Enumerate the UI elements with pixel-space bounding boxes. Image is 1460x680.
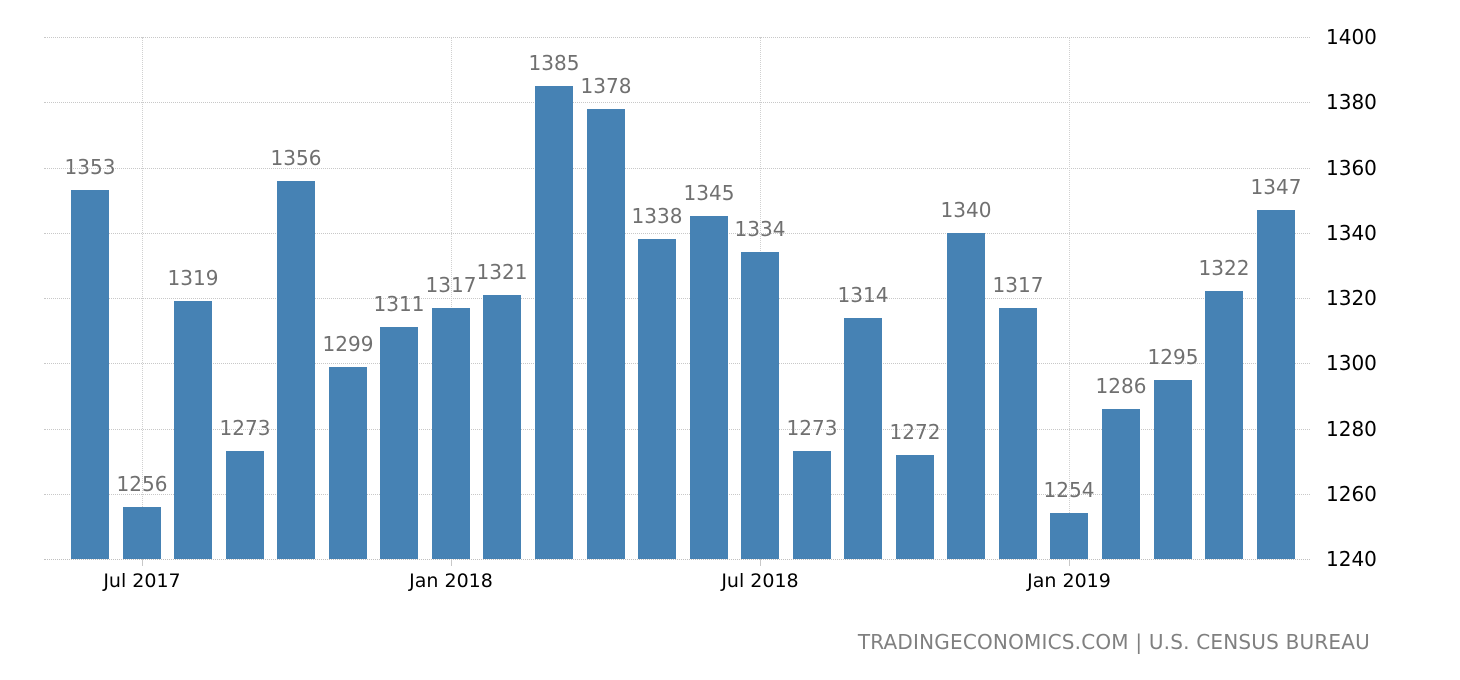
bar-value-label: 1273	[219, 416, 271, 440]
bar	[1050, 513, 1088, 559]
bar-value-label: 1338	[631, 204, 683, 228]
source-attribution: TRADINGECONOMICS.COM | U.S. CENSUS BUREA…	[857, 630, 1370, 654]
x-axis-tick-label: Jul 2017	[103, 570, 181, 592]
x-axis-tick-label: Jul 2018	[721, 570, 799, 592]
y-axis-tick-label: 1320	[1326, 286, 1377, 310]
bar-value-label: 1345	[683, 181, 735, 205]
bar	[380, 327, 418, 559]
bar-value-label: 1385	[528, 51, 580, 75]
bar	[71, 190, 109, 559]
y-axis-tick-label: 1300	[1326, 351, 1377, 375]
bar-value-label: 1322	[1198, 256, 1250, 280]
bar	[483, 295, 521, 559]
bar	[1154, 380, 1192, 559]
bar	[690, 216, 728, 559]
y-axis-tick-label: 1360	[1326, 156, 1377, 180]
bar	[741, 252, 779, 559]
bar-value-label: 1321	[476, 260, 528, 284]
bar-value-label: 1347	[1250, 175, 1302, 199]
gridline-horizontal	[44, 37, 1310, 38]
bar-value-label: 1334	[734, 217, 786, 241]
bar	[587, 109, 625, 559]
bar-value-label: 1311	[373, 292, 425, 316]
bar	[432, 308, 470, 559]
gridline-vertical	[451, 37, 452, 559]
bar-value-label: 1378	[580, 74, 632, 98]
bar	[947, 233, 985, 559]
gridline-vertical	[1069, 37, 1070, 559]
bar	[174, 301, 212, 559]
bar-value-label: 1272	[889, 420, 941, 444]
gridline-vertical	[142, 37, 143, 559]
gridline-horizontal	[44, 494, 1310, 495]
bar	[329, 367, 367, 559]
gridline-horizontal	[44, 429, 1310, 430]
bar-value-label: 1286	[1095, 374, 1147, 398]
gridline-horizontal	[44, 298, 1310, 299]
bar-value-label: 1273	[786, 416, 838, 440]
bar-value-label: 1317	[992, 273, 1044, 297]
bar-value-label: 1353	[64, 155, 116, 179]
bar-value-label: 1299	[322, 332, 374, 356]
y-axis-tick-label: 1340	[1326, 221, 1377, 245]
bar-value-label: 1356	[270, 146, 322, 170]
x-axis-tick-mark	[760, 559, 761, 566]
bar-value-label: 1256	[116, 472, 168, 496]
bar-value-label: 1319	[167, 266, 219, 290]
bar-value-label: 1314	[837, 283, 889, 307]
y-axis-tick-label: 1240	[1326, 547, 1377, 571]
bar-value-label: 1254	[1043, 478, 1095, 502]
y-axis-tick-label: 1400	[1326, 25, 1377, 49]
bar	[999, 308, 1037, 559]
bar-value-label: 1295	[1147, 345, 1199, 369]
bar	[535, 86, 573, 559]
bar	[793, 451, 831, 559]
y-axis-tick-label: 1280	[1326, 417, 1377, 441]
bar	[844, 318, 882, 559]
x-axis-tick-mark	[142, 559, 143, 566]
bar-value-label: 1317	[425, 273, 477, 297]
gridline-horizontal	[44, 233, 1310, 234]
x-axis-tick-label: Jan 2019	[1027, 570, 1111, 592]
bar	[1257, 210, 1295, 559]
x-axis-line	[44, 559, 1310, 560]
gridline-horizontal	[44, 363, 1310, 364]
y-axis-tick-label: 1260	[1326, 482, 1377, 506]
bar	[1205, 291, 1243, 559]
bar	[277, 181, 315, 559]
bar	[1102, 409, 1140, 559]
bar	[638, 239, 676, 559]
bar	[226, 451, 264, 559]
gridline-horizontal	[44, 168, 1310, 169]
bar	[123, 507, 161, 559]
x-axis-tick-mark	[1069, 559, 1070, 566]
bar-value-label: 1340	[940, 198, 992, 222]
x-axis-tick-label: Jan 2018	[409, 570, 493, 592]
bar	[896, 455, 934, 559]
x-axis-tick-mark	[451, 559, 452, 566]
y-axis-tick-label: 1380	[1326, 90, 1377, 114]
gridline-horizontal	[44, 102, 1310, 103]
